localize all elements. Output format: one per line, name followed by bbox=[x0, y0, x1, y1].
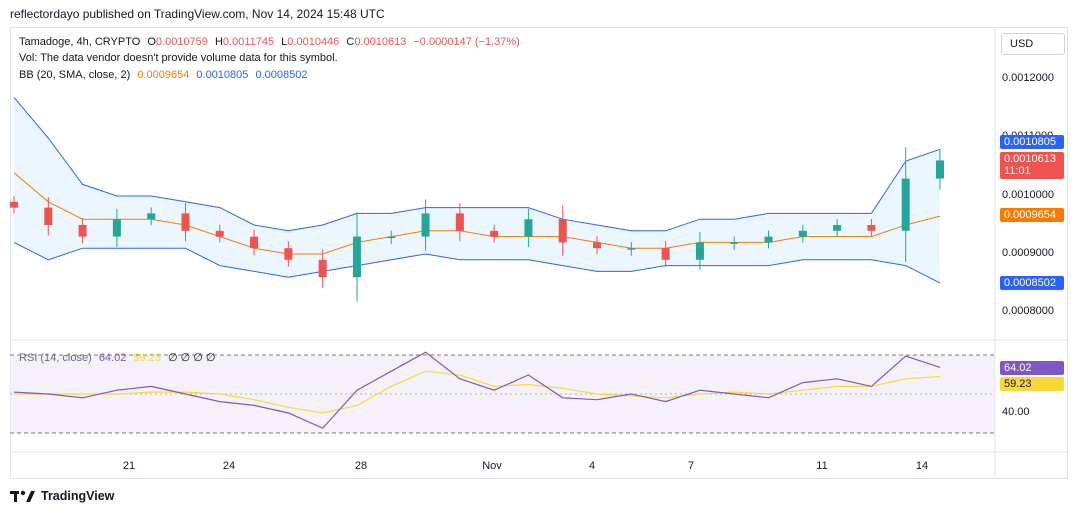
publisher-note: reflectordayo published on TradingView.c… bbox=[10, 7, 385, 21]
last-price-value: 0.0010613 bbox=[1004, 153, 1056, 165]
volume-note: Vol: The data vendor doesn't provide vol… bbox=[19, 52, 338, 64]
candle-body bbox=[593, 242, 602, 249]
chart-frame bbox=[10, 27, 1068, 479]
price-tick: 0.0009000 bbox=[1002, 247, 1054, 259]
candle-body bbox=[490, 230, 499, 237]
candle-body bbox=[112, 219, 121, 237]
candle-body bbox=[867, 225, 876, 231]
bb-label: BB (20, SMA, close, 2) bbox=[19, 69, 131, 81]
price-tick: 0.0012000 bbox=[1002, 72, 1054, 84]
rsi-ma-legend-value: 59.23 bbox=[133, 352, 161, 364]
main-legend: Tamadoge, 4h, CRYPTO O0.0010759 H0.00117… bbox=[19, 36, 524, 48]
candle-body bbox=[352, 236, 361, 278]
candle-body bbox=[10, 201, 18, 208]
candle-body bbox=[936, 160, 944, 179]
bb-legend: BB (20, SMA, close, 2) 0.0009654 0.00108… bbox=[19, 69, 311, 81]
rsi-badge: 64.02 bbox=[1000, 361, 1064, 375]
candle-body bbox=[147, 213, 156, 220]
bb-band-fill bbox=[14, 97, 940, 283]
price-tick: 0.0008000 bbox=[1002, 305, 1054, 317]
rsi-ma-badge: 59.23 bbox=[1000, 377, 1064, 391]
candle-body bbox=[833, 225, 842, 231]
x-tick: 21 bbox=[122, 460, 136, 472]
x-tick: Nov bbox=[482, 460, 502, 472]
x-tick: 7 bbox=[687, 460, 695, 472]
rsi-legend-value: 64.02 bbox=[98, 352, 127, 364]
candle-body bbox=[764, 236, 773, 243]
x-tick: 28 bbox=[354, 460, 368, 472]
bb-basis-value: 0.0009654 bbox=[137, 69, 190, 81]
candle-body bbox=[901, 178, 910, 231]
candle-body bbox=[730, 242, 739, 244]
bar-countdown: 11:01 bbox=[1004, 165, 1031, 177]
rsi-line bbox=[13, 351, 941, 429]
ohlc-close: C0.0010613 bbox=[346, 36, 407, 48]
candle-body bbox=[78, 225, 87, 237]
candle-body bbox=[695, 242, 704, 260]
bb-upper-value: 0.0010805 bbox=[196, 69, 249, 81]
rsi-tick: 40.00 bbox=[1002, 406, 1030, 418]
rsi-label: RSI (14, close) bbox=[19, 352, 92, 364]
symbol-label: Tamadoge, 4h, CRYPTO bbox=[19, 36, 141, 48]
x-tick: 24 bbox=[222, 460, 236, 472]
bb-upper-line bbox=[13, 97, 941, 232]
tradingview-icon bbox=[10, 490, 35, 502]
candle-body bbox=[558, 219, 567, 243]
candle-body bbox=[524, 219, 533, 237]
brand-name: TradingView bbox=[41, 489, 115, 503]
ohlc-open: O0.0010759 bbox=[147, 36, 208, 48]
last-price-badge: 0.0010613 11:01 bbox=[1000, 152, 1064, 179]
ohlc-change: −0.0000147 (−1.37%) bbox=[413, 36, 520, 48]
candle-body bbox=[181, 213, 190, 231]
candle-body bbox=[250, 236, 259, 249]
bb-lower-badge: 0.0008502 bbox=[1000, 276, 1064, 290]
tradingview-logo[interactable]: TradingView bbox=[10, 489, 114, 503]
price-tick: 0.0010000 bbox=[1002, 189, 1054, 201]
candle-body bbox=[387, 236, 396, 239]
bb-upper-badge: 0.0010805 bbox=[1000, 135, 1064, 149]
candle-body bbox=[284, 248, 293, 260]
candle-body bbox=[318, 259, 327, 278]
rsi-legend: RSI (14, close) 64.02 59.23 ∅ ∅ ∅ ∅ bbox=[19, 351, 220, 364]
rsi-band-fill bbox=[10, 355, 995, 433]
bb-lower-value: 0.0008502 bbox=[255, 69, 308, 81]
bb-lower-line bbox=[13, 241, 941, 284]
candle-body bbox=[661, 248, 670, 260]
candle-body bbox=[421, 213, 430, 237]
x-tick: 14 bbox=[915, 460, 929, 472]
currency-button[interactable]: USD bbox=[1001, 33, 1065, 55]
bb-basis-line bbox=[13, 172, 941, 255]
x-tick: 11 bbox=[816, 460, 828, 472]
ohlc-high: H0.0011745 bbox=[214, 36, 275, 48]
candle-body bbox=[215, 230, 224, 237]
candle-body bbox=[627, 248, 636, 250]
rsi-ma-line bbox=[14, 370, 941, 414]
bb-basis-badge: 0.0009654 bbox=[1000, 208, 1064, 222]
x-tick: 4 bbox=[588, 460, 596, 472]
candle-body bbox=[44, 207, 53, 225]
rsi-extra-values: ∅ ∅ ∅ ∅ bbox=[168, 352, 216, 364]
candle-body bbox=[798, 230, 807, 237]
candle-body bbox=[455, 213, 464, 231]
ohlc-low: L0.0010446 bbox=[281, 36, 340, 48]
